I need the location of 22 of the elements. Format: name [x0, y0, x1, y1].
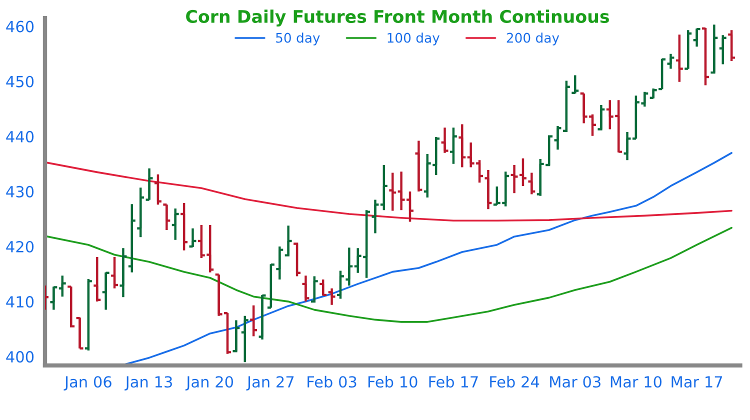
x-tick-label: Mar 10	[610, 376, 662, 388]
x-tick-label: Feb 17	[429, 376, 478, 388]
y-tick-label: 450	[6, 76, 34, 88]
x-tick-label: Jan 20	[185, 376, 234, 390]
y-tick-label: 460	[6, 20, 34, 32]
y-tick-label: 420	[6, 240, 34, 253]
x-tick-label: Mar 17	[672, 376, 722, 388]
y-tick-label: 400	[6, 351, 34, 363]
y-tick-label: 410	[6, 296, 34, 308]
x-tick-label: Feb 24	[490, 376, 540, 388]
legend-label: 100 day	[388, 32, 440, 46]
x-tick-label: Jan 27	[246, 376, 294, 390]
x-tick-label: Feb 03	[308, 376, 356, 388]
y-tick-label: 440	[6, 130, 34, 142]
legend-label: 50 day	[276, 32, 320, 46]
legend-label: 200 day	[506, 32, 560, 46]
y-tick-label: 430	[6, 186, 34, 198]
x-tick-label: Feb 10	[368, 376, 418, 388]
x-tick-label: Jan 13	[124, 376, 172, 390]
x-tick-label: Mar 03	[550, 376, 600, 388]
chart-title: Corn Daily Futures Front Month Continuous	[186, 10, 609, 27]
x-tick-label: Jan 06	[64, 376, 112, 390]
